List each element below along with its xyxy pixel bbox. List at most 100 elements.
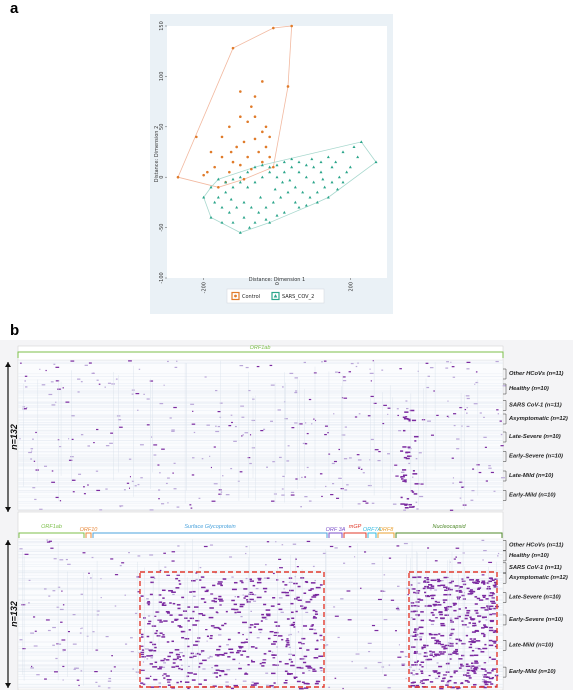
heatmap-cell — [71, 438, 74, 440]
heatmap-cell — [110, 432, 114, 434]
heatmap-cell — [479, 586, 482, 588]
heatmap-cell — [142, 682, 146, 685]
heatmap-cell — [395, 608, 400, 610]
heatmap-cell — [312, 668, 316, 671]
heatmap-cell — [151, 625, 157, 627]
heatmap-cell — [332, 483, 335, 485]
heatmap-cell — [147, 622, 151, 625]
heatmap-cell — [447, 642, 451, 644]
heatmap-cell — [25, 386, 28, 388]
heatmap-cell — [495, 360, 499, 363]
heatmap-cell — [181, 664, 183, 666]
heatmap-cell — [162, 674, 164, 677]
heatmap-cell — [236, 650, 242, 652]
heatmap-cell — [145, 677, 150, 680]
heatmap-cell — [423, 652, 428, 654]
heatmap-cell — [493, 642, 497, 644]
heatmap-cell — [152, 666, 158, 668]
heatmap-cell — [411, 491, 415, 493]
sars-cov-2-point — [220, 220, 224, 224]
heatmap-cell — [147, 603, 150, 606]
heatmap-cell — [491, 658, 496, 660]
heatmap-cell — [377, 459, 381, 462]
heatmap-cell — [331, 462, 335, 465]
heatmap-cell — [314, 419, 317, 422]
heatmap-cell — [272, 461, 276, 463]
heatmap-cell — [203, 545, 208, 548]
heatmap-cell — [50, 381, 54, 383]
heatmap-cell — [255, 647, 258, 649]
heatmap-cell — [302, 625, 308, 627]
heatmap-cell — [134, 612, 138, 615]
heatmap-cell — [243, 597, 246, 599]
heatmap-cell — [488, 644, 494, 647]
heatmap-cell — [62, 604, 65, 606]
sars-cov-2-point — [238, 175, 242, 179]
heatmap-cell — [452, 652, 457, 654]
heatmap-cell — [430, 587, 435, 589]
heatmap-cell — [114, 574, 119, 576]
heatmap-cell — [369, 459, 371, 461]
heatmap-cell — [414, 440, 417, 442]
heatmap-cell — [492, 593, 495, 595]
heatmap-cell — [137, 591, 141, 593]
heatmap-cell — [197, 652, 200, 655]
heatmap-cell — [437, 604, 442, 606]
heatmap-cell — [233, 603, 238, 606]
heatmap-cell — [453, 682, 457, 684]
heatmap-cell — [243, 588, 248, 590]
heatmap-cell — [481, 678, 485, 681]
heatmap-cell — [419, 638, 422, 641]
heatmap-cell — [217, 425, 220, 428]
heatmap-cell — [291, 623, 296, 626]
heatmap-cell — [481, 668, 486, 670]
sample-group-bracket — [503, 368, 507, 380]
heatmap-cell — [387, 407, 391, 409]
legend: Control SARS_COV_2 — [226, 288, 325, 304]
heatmap-cell — [411, 588, 416, 590]
heatmap-cell — [244, 673, 249, 675]
heatmap-cell — [28, 451, 32, 454]
heatmap-cell — [480, 651, 485, 653]
heatmap-cell — [483, 549, 487, 552]
heatmap-cell — [179, 626, 183, 628]
control-point — [239, 115, 242, 119]
heatmap-cell — [273, 493, 277, 495]
heatmap-cell — [292, 654, 296, 657]
heatmap-cell — [455, 648, 458, 651]
heatmap-cell — [342, 687, 344, 690]
heatmap-cell — [153, 454, 157, 456]
heatmap-cell — [288, 653, 293, 655]
heatmap-cell — [110, 670, 112, 672]
heatmap-cell — [269, 630, 274, 633]
heatmap-cell — [161, 636, 166, 638]
heatmap-cell — [485, 676, 490, 679]
legend-control-dot — [234, 294, 237, 298]
heatmap-cell — [273, 634, 277, 637]
sample-group-bracket — [503, 550, 507, 562]
sars-cov-2-point — [209, 215, 213, 219]
heatmap-cell — [150, 581, 154, 584]
heatmap-cell — [369, 372, 374, 374]
heatmap-cell — [177, 625, 182, 627]
proteome-label: ORF1ab — [41, 524, 62, 530]
heatmap-cell — [262, 587, 268, 590]
heatmap-cell — [488, 677, 494, 680]
heatmap-cell — [425, 595, 430, 597]
heatmap-cell — [313, 418, 315, 420]
x-tick-label: 0 — [275, 282, 281, 285]
heatmap-cell — [448, 588, 453, 591]
heatmap-cell — [215, 664, 218, 667]
heatmap-cell — [478, 620, 481, 623]
heatmap-cell — [434, 653, 440, 656]
control-point — [176, 175, 180, 179]
heatmap-cell — [334, 677, 337, 679]
heatmap-cell — [363, 551, 367, 553]
heatmap-cell — [276, 579, 279, 581]
heatmap-cell — [453, 424, 456, 427]
heatmap-cell — [368, 650, 371, 653]
heatmap-cell — [83, 486, 85, 488]
heatmap-cell — [167, 502, 169, 504]
heatmap-cell — [272, 664, 276, 666]
heatmap-cell — [202, 614, 206, 617]
